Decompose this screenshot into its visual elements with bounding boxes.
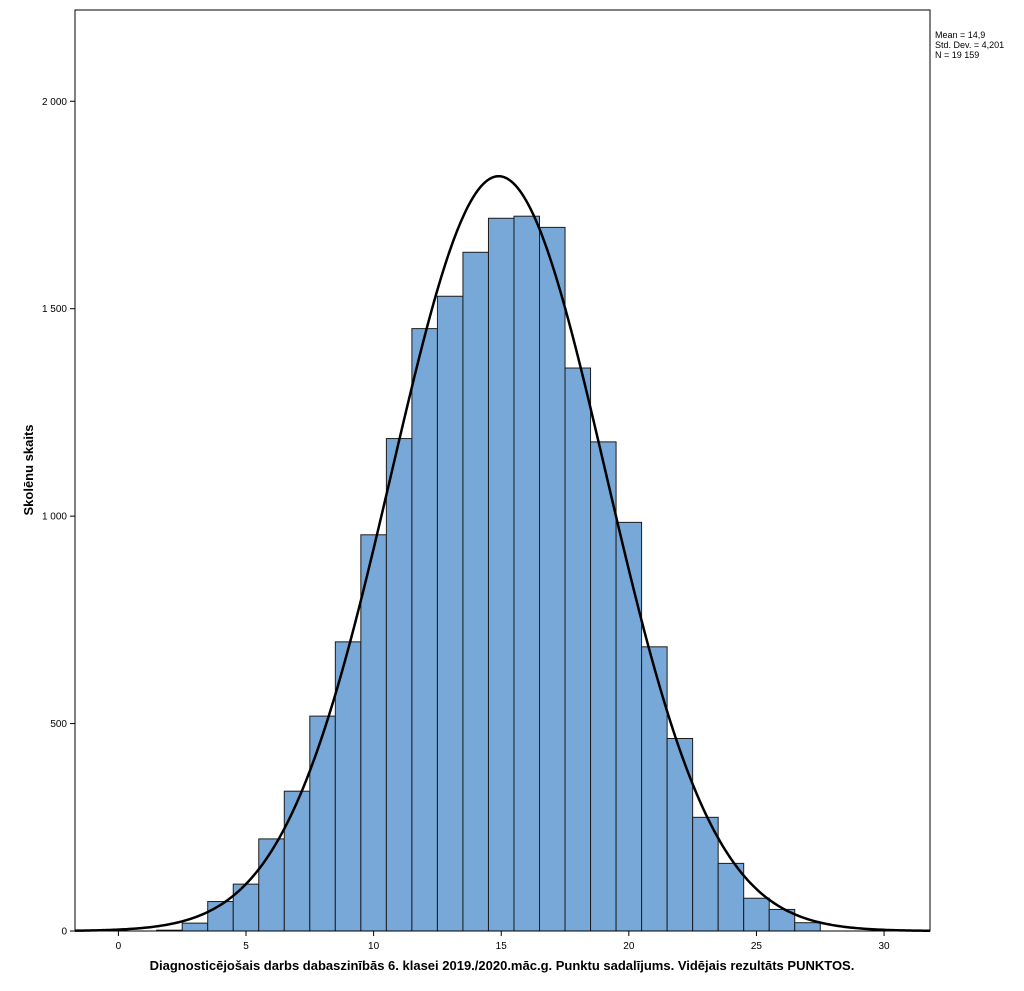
- histogram-bar: [411, 328, 438, 932]
- y-tick-label: 2 000: [42, 97, 67, 108]
- x-tick-label: 15: [496, 941, 508, 952]
- histogram-bar: [334, 641, 362, 932]
- histogram-bar: [385, 438, 413, 932]
- histogram-bar: [232, 883, 260, 932]
- histogram-bar: [309, 715, 336, 932]
- stats-std-dev: Std. Dev. = 4,201: [935, 40, 1004, 50]
- histogram-bar: [360, 534, 387, 932]
- y-tick-label: 500: [50, 719, 67, 730]
- histogram-bar: [564, 367, 592, 932]
- histogram-bar: [487, 217, 515, 932]
- histogram-bar: [615, 521, 643, 932]
- x-axis-title: Diagnosticējošais darbs dabaszinībās 6. …: [150, 958, 855, 973]
- stats-n: N = 19 159: [935, 50, 979, 60]
- stats-legend: Mean = 14,9 Std. Dev. = 4,201 N = 19 159: [935, 30, 1004, 60]
- y-axis: 0 500 1 000 1 500 2 000: [42, 97, 75, 938]
- stats-mean: Mean = 14,9: [935, 30, 985, 40]
- plot-frame: [74, 9, 931, 932]
- y-tick-label: 1 000: [42, 512, 67, 523]
- x-tick-label: 25: [751, 941, 763, 952]
- x-tick-label: 5: [243, 941, 249, 952]
- histogram-bar: [462, 251, 489, 932]
- histogram-bar: [513, 215, 541, 932]
- histogram-bar: [436, 295, 464, 932]
- histogram-bar: [258, 838, 285, 932]
- histogram-bar: [666, 738, 694, 932]
- histogram-bar: [743, 897, 770, 932]
- x-tick-label: 10: [368, 941, 380, 952]
- x-tick-label: 30: [878, 941, 890, 952]
- histogram-bars: [156, 215, 821, 932]
- histogram-bar: [539, 226, 566, 932]
- x-tick-label: 20: [623, 941, 635, 952]
- histogram-bar: [641, 646, 668, 932]
- x-tick-label: 0: [116, 941, 122, 952]
- histogram-bar: [590, 441, 617, 932]
- histogram-bar: [794, 922, 821, 932]
- histogram-bar: [692, 816, 719, 932]
- y-axis-title: Skolēnu skaits: [21, 424, 36, 515]
- histogram-bar: [181, 922, 209, 932]
- histogram-bar: [283, 790, 311, 932]
- x-axis: 0 5 10 15 20 25 30: [116, 931, 890, 952]
- normal-curve: [74, 174, 931, 933]
- histogram-bar: [717, 862, 745, 932]
- y-tick-label: 1 500: [42, 304, 67, 315]
- y-tick-label: 0: [61, 927, 67, 938]
